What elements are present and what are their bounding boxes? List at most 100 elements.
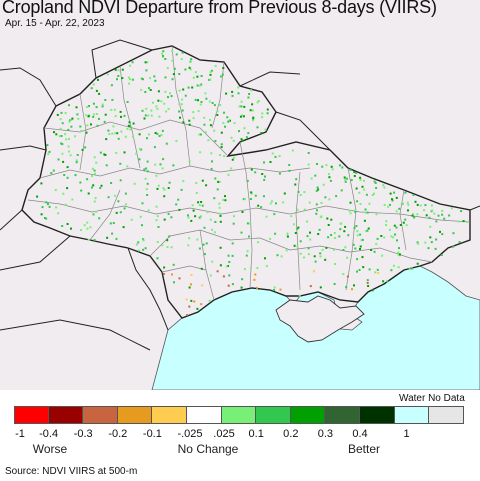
ndvi-pixel: [374, 271, 377, 274]
ndvi-pixel: [278, 155, 281, 158]
ndvi-pixel: [366, 229, 369, 232]
ndvi-pixel: [457, 220, 460, 223]
ndvi-pixel: [140, 148, 143, 151]
ndvi-pixel: [187, 244, 190, 247]
ndvi-pixel: [266, 108, 269, 111]
ndvi-pixel: [374, 182, 377, 184]
ndvi-pixel: [57, 158, 60, 161]
ndvi-pixel: [196, 75, 199, 78]
legend-swatch: [359, 406, 395, 424]
ndvi-pixel: [228, 261, 231, 263]
ndvi-pixel: [147, 114, 150, 117]
ndvi-pixel: [189, 59, 192, 62]
ndvi-pixel: [363, 219, 366, 222]
ndvi-pixel: [254, 273, 257, 276]
ndvi-pixel: [342, 273, 345, 276]
ndvi-pixel: [143, 117, 146, 120]
ndvi-pixel: [192, 111, 195, 114]
ndvi-pixel: [356, 200, 359, 203]
ndvi-pixel: [203, 123, 206, 126]
ndvi-pixel: [257, 241, 260, 244]
ndvi-pixel: [172, 73, 175, 76]
ndvi-pixel: [373, 250, 376, 253]
ndvi-pixel: [238, 130, 240, 133]
ndvi-pixel: [68, 104, 70, 107]
ndvi-pixel: [435, 238, 438, 241]
ndvi-pixel: [219, 246, 222, 249]
ndvi-pixel: [80, 189, 83, 192]
ndvi-pixel: [202, 243, 205, 246]
ndvi-pixel: [206, 211, 209, 214]
ndvi-pixel: [222, 275, 225, 278]
ndvi-pixel: [160, 134, 163, 136]
ndvi-pixel: [330, 165, 333, 168]
ndvi-pixel: [327, 224, 330, 226]
ndvi-pixel: [440, 254, 443, 256]
ndvi-pixel: [137, 241, 140, 244]
ndvi-pixel: [208, 299, 211, 302]
ndvi-pixel: [181, 98, 184, 101]
ndvi-pixel: [356, 234, 359, 237]
ndvi-pixel: [293, 244, 296, 247]
ndvi-pixel: [231, 94, 234, 97]
ndvi-pixel: [101, 103, 104, 106]
ndvi-pixel: [114, 68, 117, 71]
ndvi-pixel: [370, 249, 373, 251]
legend-no-change-label: No Change: [177, 442, 239, 456]
ndvi-pixel: [132, 122, 135, 125]
ndvi-pixel: [328, 176, 331, 179]
ndvi-pixel: [298, 294, 301, 297]
ndvi-pixel: [63, 174, 66, 176]
ndvi-pixel: [389, 203, 391, 206]
ndvi-pixel: [94, 197, 97, 200]
ndvi-pixel: [167, 96, 169, 99]
ndvi-pixel: [157, 90, 160, 93]
ndvi-pixel: [240, 100, 243, 103]
ndvi-pixel: [187, 86, 190, 89]
ndvi-pixel: [178, 89, 181, 92]
ndvi-pixel: [250, 191, 253, 194]
ndvi-pixel: [286, 235, 289, 238]
ndvi-pixel: [359, 245, 362, 248]
ndvi-pixel: [371, 289, 374, 292]
ndvi-pixel: [164, 76, 167, 79]
ndvi-pixel: [92, 83, 95, 86]
ndvi-pixel: [308, 201, 311, 204]
ndvi-pixel: [283, 192, 286, 195]
ndvi-pixel: [168, 181, 171, 184]
ndvi-pixel: [247, 132, 250, 135]
ndvi-pixel: [192, 209, 195, 212]
ndvi-pixel: [271, 200, 273, 203]
ndvi-pixel: [188, 305, 191, 308]
ndvi-pixel: [245, 254, 248, 257]
ndvi-pixel: [115, 211, 118, 214]
ndvi-pixel: [219, 220, 222, 223]
ndvi-pixel: [395, 226, 398, 229]
ndvi-pixel: [204, 131, 207, 134]
ndvi-pixel: [198, 133, 201, 136]
ndvi-pixel: [146, 160, 149, 163]
ndvi-pixel: [146, 61, 149, 64]
oblast-boundaries: [27, 45, 471, 301]
legend-swatch: [256, 406, 291, 424]
ndvi-pixel: [200, 83, 203, 86]
ndvi-pixel: [200, 75, 203, 77]
ndvi-pixel: [238, 105, 241, 108]
ndvi-pixel: [178, 208, 181, 211]
ndvi-pixel: [231, 283, 234, 286]
ndvi-pixel: [92, 115, 95, 118]
ndvi-pixel: [55, 206, 58, 209]
ndvi-pixel: [263, 195, 265, 198]
ndvi-pixel: [220, 75, 223, 78]
ndvi-pixel: [171, 59, 174, 62]
ndvi-pixel: [218, 202, 221, 205]
legend-tick-label: 0.4: [352, 428, 368, 440]
ndvi-pixel: [425, 214, 428, 217]
ndvi-pixel: [219, 212, 221, 215]
ndvi-pixel: [80, 129, 83, 132]
ndvi-pixel: [106, 236, 109, 239]
ndvi-pixel: [116, 78, 118, 81]
ndvi-pixel: [320, 215, 323, 218]
ndvi-pixel: [214, 140, 217, 142]
ndvi-pixel: [292, 223, 295, 226]
